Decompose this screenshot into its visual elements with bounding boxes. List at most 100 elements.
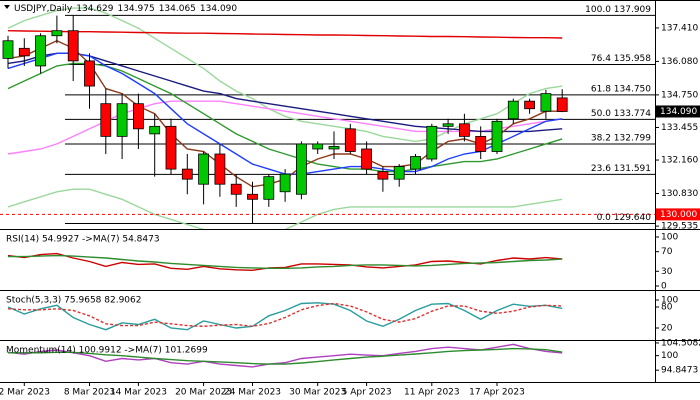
candle-body [377, 171, 389, 180]
candle-body [2, 40, 14, 59]
candle-body [442, 123, 454, 127]
candle-body [410, 156, 421, 170]
candle-body [312, 143, 324, 150]
indicator-line [7, 343, 563, 368]
candle-body [361, 148, 373, 170]
candle-body [426, 125, 438, 160]
x-tick-label: 8 Mar 2023 [64, 388, 115, 398]
x-tick-label: 2 Mar 2023 [0, 388, 50, 398]
moving-average [7, 52, 563, 133]
candle-body [35, 35, 46, 67]
moving-average [7, 100, 563, 155]
panel [7, 343, 563, 368]
y-tick-label: 137.410 [661, 23, 698, 33]
symbol: USDJPY,Daily [14, 4, 73, 14]
x-tick-label: 11 Apr 2023 [404, 388, 460, 398]
candle-body [344, 128, 356, 152]
fib-label: 76.4 135.958 [591, 54, 651, 64]
indicator-line [7, 302, 563, 328]
candle-body [491, 120, 503, 152]
ohlc-label: 134.629 [76, 4, 113, 14]
y-tick-label: 20 [661, 324, 673, 334]
y-tick-label: 134.750 [661, 90, 698, 100]
candle-body [51, 30, 63, 37]
ohlc-label: 134.065 [159, 4, 196, 14]
fib-label: 23.6 131.591 [591, 164, 651, 174]
candle-body [132, 103, 144, 130]
candle-body [524, 100, 535, 110]
x-tick-label: 14 Mar 2023 [110, 388, 167, 398]
y-tick-label: 129.535 [661, 222, 698, 232]
price-box-label: 134.090 [660, 107, 697, 117]
y-tick-label: 0 [661, 281, 667, 291]
indicator-title: Momentum(14) 100.9912 ->MA(7) 101.2699 [6, 346, 208, 356]
ohlc-label: 134.090 [200, 4, 237, 14]
candle-body [100, 103, 112, 137]
candle-body [18, 47, 30, 57]
candle-body [458, 123, 470, 137]
moving-average [7, 7, 563, 143]
candle-body [214, 153, 226, 185]
x-tick-label: 30 Mar 2023 [289, 388, 346, 398]
moving-average [7, 62, 563, 173]
panel [7, 302, 563, 331]
candle-body [507, 100, 519, 120]
y-tick-label: 100 [661, 296, 678, 306]
y-tick-label: 133.455 [661, 123, 698, 133]
indicator-line [8, 347, 563, 365]
candle-body [263, 176, 275, 200]
ohlc-label: 134.975 [117, 4, 154, 14]
menu-icon [4, 5, 10, 9]
x-tick-label: 24 Mar 2023 [224, 388, 281, 398]
moving-average [7, 188, 563, 229]
fib-label: 0.0 129.640 [597, 213, 652, 223]
candle-body [295, 143, 307, 195]
moving-average [7, 30, 563, 39]
x-tick-label: 20 Mar 2023 [175, 388, 232, 398]
candle-body [393, 166, 405, 180]
candle-body [116, 103, 128, 137]
candle-body [540, 93, 552, 112]
y-tick-label: 136.080 [661, 57, 698, 67]
y-tick-label: 132.160 [661, 156, 698, 166]
candle-body [149, 125, 161, 135]
candle-body [328, 146, 340, 150]
candle-body [84, 60, 95, 87]
candle-body [198, 153, 210, 185]
panel [7, 252, 563, 272]
candle-body [475, 135, 487, 152]
price-box-label: 130.000 [660, 210, 697, 220]
price-box [656, 208, 700, 221]
x-tick-label: 5 Apr 2023 [342, 388, 392, 398]
candle-body [165, 125, 177, 170]
x-tick-label: 17 Apr 2023 [469, 388, 525, 398]
candle-body [181, 168, 193, 180]
chart-title: USDJPY,Daily 134.629 134.975 134.065 134.090 [14, 4, 237, 14]
y-tick-label: 70 [661, 247, 673, 257]
y-tick-label: 30 [661, 267, 673, 277]
fib-label: 50.0 133.774 [591, 109, 651, 119]
y-tick-label: 80 [661, 303, 673, 313]
candle-body [67, 30, 79, 62]
fib-label: 61.8 134.750 [591, 84, 651, 94]
panel [0, 7, 655, 229]
candle-body [279, 173, 291, 193]
y-tick-label: 100 [661, 351, 678, 361]
candle-body [247, 193, 258, 200]
price-box [656, 105, 700, 118]
indicator-line [8, 254, 563, 269]
fib-label: 100.0 137.909 [585, 5, 651, 15]
candle-body [230, 183, 242, 195]
indicator-title: Stoch(5,3,3) 75.9658 82.9062 [6, 296, 141, 306]
indicator-line [7, 302, 563, 331]
y-tick-label: 104.5082 [661, 338, 700, 348]
indicator-title: RSI(14) 54.9927 ->MA(7) 54.8473 [6, 235, 160, 245]
y-tick-label: 100 [661, 232, 678, 242]
y-tick-label: 94.8473 [661, 366, 698, 376]
candle-body [556, 97, 568, 112]
y-tick-label: 130.830 [661, 189, 698, 199]
fib-label: 38.2 132.799 [591, 133, 651, 143]
